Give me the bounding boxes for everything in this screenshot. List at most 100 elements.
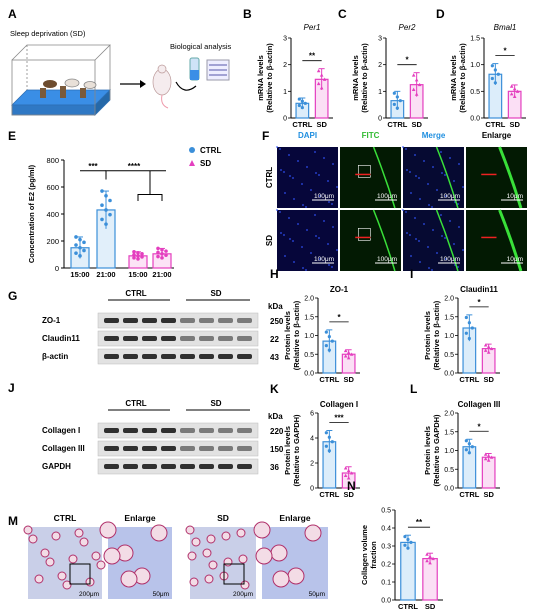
data-point: [100, 189, 104, 193]
blot-band: [104, 446, 119, 451]
tick-label: 1.5: [444, 429, 454, 436]
data-point: [132, 256, 136, 260]
scale-label: 100μm: [377, 193, 397, 200]
enlarge-box: [357, 228, 371, 241]
tick-label: 1.0: [304, 333, 314, 340]
nuclei-dot: [402, 209, 404, 211]
tick-label: 600: [46, 183, 59, 192]
tick-label: 1.0: [444, 448, 454, 455]
gene-title: Per2: [399, 23, 416, 32]
y-axis-label: Collagen volume: [360, 525, 369, 585]
tick-label: 0.5: [470, 89, 480, 96]
data-point: [327, 335, 331, 339]
nuclei-dot: [289, 175, 291, 177]
nuclei-dot: [318, 237, 320, 239]
nuclei-dot: [332, 226, 334, 228]
x-tick-label: SD: [316, 120, 327, 129]
blot-band: [237, 354, 252, 359]
data-point: [392, 102, 396, 106]
kda-value: 220: [270, 427, 284, 436]
fitc-signal: [435, 209, 459, 272]
nuclei-dot: [314, 151, 316, 153]
significance-label: *: [477, 422, 481, 431]
blot-band: [123, 354, 138, 359]
blot-band: [237, 428, 252, 433]
blot-row-label: Collagen III: [42, 444, 85, 453]
blot-band: [180, 428, 195, 433]
data-point: [343, 466, 348, 470]
x-tick-label: CTRL: [459, 375, 479, 384]
blot-band: [142, 464, 157, 469]
x-tick-label: SD: [509, 120, 520, 129]
nuclei-dot: [445, 195, 447, 197]
tick-label: 3: [283, 36, 287, 43]
nuclei-dot: [293, 261, 295, 263]
nuclei-dot: [444, 237, 446, 239]
enlarge-box: [357, 165, 371, 178]
nuclei-dot: [427, 246, 429, 248]
blot-band: [237, 336, 252, 341]
follicle: [79, 537, 89, 547]
blot-band: [142, 318, 157, 323]
significance-label: ***: [88, 162, 98, 171]
panel-letter: G: [8, 289, 17, 303]
blot-band: [123, 446, 138, 451]
y-axis-label-sub: (Relative to GAPDH): [432, 414, 441, 487]
mouse-icon: [152, 64, 172, 109]
data-point: [486, 350, 491, 354]
follicle: [28, 534, 38, 544]
data-point: [327, 449, 331, 453]
blot-band: [161, 318, 176, 323]
nuclei-dot: [323, 220, 325, 222]
nuclei-dot: [319, 258, 321, 260]
blot-band: [161, 464, 176, 469]
nuclei-dot: [288, 217, 290, 219]
chart-l: L Collagen III 0.0 0.5 1.0 1.5 2.0 Protein leve…: [410, 382, 500, 499]
tick-label: 1: [378, 89, 382, 96]
nuclei-dot: [336, 186, 338, 188]
follicle: [103, 547, 121, 565]
blot-band: [142, 428, 157, 433]
blot-band: [218, 446, 233, 451]
blot-band: [142, 446, 157, 451]
blot-band: [104, 336, 119, 341]
data-point: [467, 442, 471, 446]
nuclei-dot: [406, 232, 408, 234]
tick-label: 400: [46, 210, 59, 219]
x-tick-label: SD: [483, 375, 494, 384]
blot-band: [199, 446, 214, 451]
follicle: [255, 547, 273, 565]
tick-label: 0: [378, 116, 382, 123]
nuclei-dot: [332, 163, 334, 165]
data-point: [403, 535, 407, 539]
nuclei-dot: [331, 203, 333, 205]
data-point: [464, 315, 468, 320]
nuclei-dot: [328, 264, 330, 266]
blot-band: [199, 318, 214, 323]
blot-strip: [97, 330, 259, 347]
panel-m: M CTRL 200μm Enlarge 50μm SD 200μm Enlarge 50μm: [8, 513, 328, 599]
data-point: [82, 248, 86, 253]
significance-label: ***: [334, 414, 344, 423]
micrograph: [277, 210, 338, 271]
follicle: [304, 524, 322, 542]
legend-label: CTRL: [200, 146, 221, 155]
nuclei-dot: [405, 211, 407, 213]
tick-label: 0: [310, 486, 314, 493]
nuclei-dot: [302, 267, 304, 269]
x-tick-label: SD: [343, 490, 354, 499]
blot-row-label: Collagen I: [42, 426, 80, 435]
tick-label: 0.0: [444, 371, 454, 378]
nuclei-dot: [414, 154, 416, 156]
chart-title: ZO-1: [330, 285, 349, 294]
blot-band: [104, 464, 119, 469]
nuclei-dot: [419, 261, 421, 263]
tick-label: 2.0: [444, 411, 454, 418]
follicle: [91, 551, 101, 561]
blot-band: [123, 464, 138, 469]
significance-label: *: [477, 298, 481, 307]
data-point: [428, 554, 432, 558]
data-point: [330, 339, 334, 343]
data-point: [324, 344, 328, 348]
x-tick-label: CTRL: [485, 120, 505, 129]
